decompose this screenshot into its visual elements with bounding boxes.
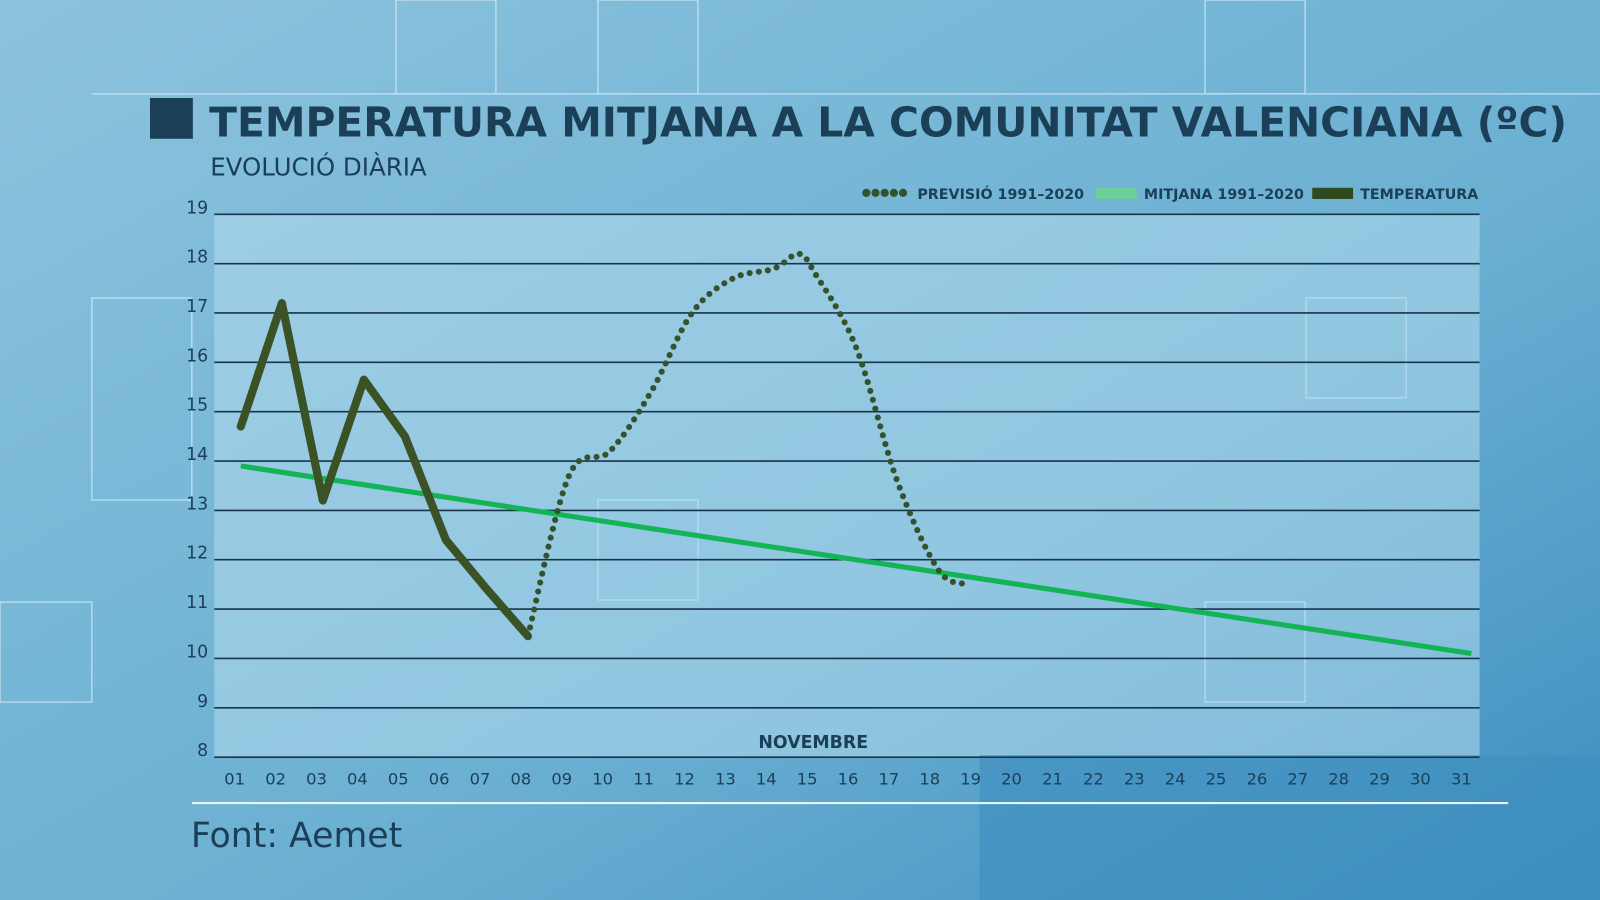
legend-forecast-label: PREVISIÓ 1991–2020 [917,185,1084,203]
title-square [150,97,193,139]
x-axis-label: NOVEMBRE [758,733,868,753]
x-tick-label: 08 [511,770,532,789]
x-tick-label: 16 [838,770,859,789]
x-tick-label: 03 [306,770,327,789]
x-tick-label: 28 [1328,770,1349,789]
chart-subtitle: EVOLUCIÓ DIÀRIA [210,152,427,182]
legend-temperature-swatch [1312,187,1354,199]
y-tick-label: 18 [186,248,208,268]
x-tick-label: 13 [715,770,736,789]
y-tick-label: 8 [197,741,208,761]
x-tick-label: 18 [919,770,940,789]
y-axis: 8 9 10 11 12 13 14 15 16 17 18 19 [186,198,208,761]
y-tick-label: 14 [186,445,208,465]
y-tick-label: 15 [186,396,208,416]
x-tick-label: 01 [224,770,245,789]
x-tick-label: 05 [388,770,409,789]
source-note: Font: Aemet [191,816,402,856]
x-tick-label: 04 [347,770,368,789]
x-tick-label: 12 [674,770,695,789]
forecast-line [524,250,970,640]
y-tick-label: 17 [186,297,208,317]
y-tick-label: 16 [186,346,208,366]
y-tick-label: 11 [186,593,208,613]
x-tick-label: 02 [265,770,286,789]
series [236,250,1472,657]
x-tick-label: 15 [797,770,818,789]
x-tick-label: 14 [756,770,777,789]
y-tick-label: 13 [186,494,208,514]
x-tick-label: 22 [1083,770,1104,789]
x-tick-label: 24 [1165,770,1186,789]
x-tick-label: 29 [1369,770,1390,789]
y-tick-label: 19 [186,198,208,218]
legend-average-label: MITJANA 1991–2020 [1144,187,1304,203]
legend-forecast-swatch [862,188,908,197]
x-tick-label: 07 [470,770,491,789]
x-tick-label: 10 [592,770,613,789]
x-tick-label: 23 [1124,770,1145,789]
x-tick-label: 27 [1287,770,1308,789]
x-tick-label: 31 [1451,770,1472,789]
x-tick-label: 20 [1001,770,1022,789]
y-tick-label: 10 [186,642,208,662]
chart-title: TEMPERATURA MITJANA A LA COMUNITAT VALEN… [209,99,1567,147]
x-tick-label: 09 [551,770,572,789]
x-tick-label: 30 [1410,770,1431,789]
x-tick-label: 11 [633,770,654,789]
x-tick-label: 19 [960,770,981,789]
lower-band [979,755,1600,900]
x-tick-label: 26 [1247,770,1268,789]
y-tick-label: 9 [197,692,208,712]
legend-average-swatch [1095,187,1137,199]
x-tick-label: 17 [879,770,900,789]
gridlines [214,213,1480,758]
legend-temperature-label: TEMPERATURA [1360,187,1478,203]
x-tick-label: 21 [1042,770,1063,789]
plot-area [214,214,1480,758]
average-line [240,463,1472,657]
x-axis: 01 02 03 04 05 06 07 08 09 10 11 12 13 14 15 16 17 18 19 20… [224,770,1471,789]
y-tick-label: 12 [186,544,208,564]
legend: PREVISIÓ 1991–2020 MITJANA 1991–2020 TEM… [862,185,1478,203]
temperature-line [236,299,533,641]
x-tick-label: 25 [1206,770,1227,789]
x-tick-label: 06 [429,770,450,789]
